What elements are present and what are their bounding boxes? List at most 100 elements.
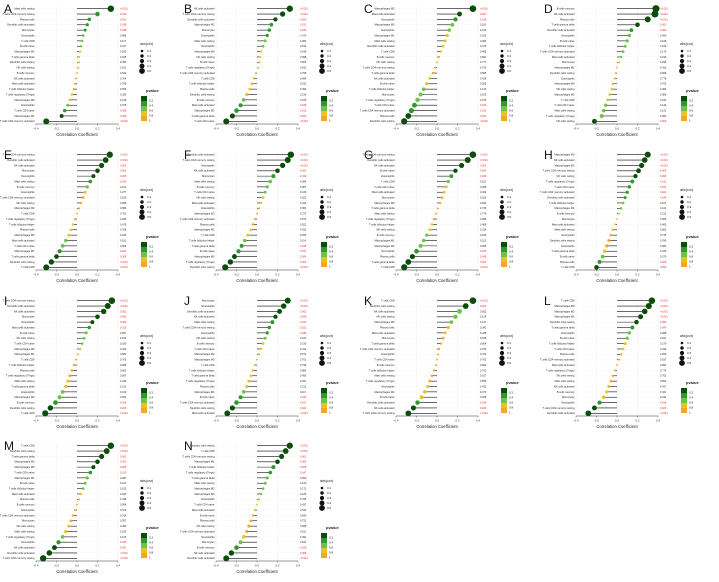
lollipop-dot: [627, 331, 632, 335]
size-legend-label: 0.3: [147, 496, 152, 500]
lollipop-dot: [279, 11, 286, 17]
pvalue-label: 0.762: [480, 369, 487, 372]
pvalue-label: 0.544: [300, 509, 307, 512]
pvalue-label: 0.052: [480, 310, 487, 313]
pvalue-legend-swatch: [321, 111, 327, 116]
cell-type-label: T cells follicular helper: [189, 82, 215, 86]
lollipop-dot: [71, 514, 75, 517]
lollipop-dot: [457, 308, 462, 314]
size-legend-label: 0.3: [327, 59, 332, 63]
pvalue-legend-tick: 0.8: [329, 114, 334, 118]
pvalue-label: 0.012: [300, 109, 307, 112]
x-tick-label: 0.2: [95, 127, 100, 131]
pvalue-legend-tick: 1: [329, 119, 331, 123]
size-legend-label: 0.2: [327, 491, 332, 495]
cell-type-label: T cells gamma delta: [11, 384, 35, 388]
pvalue-label: 0.117: [120, 40, 127, 43]
lollipop-dot: [440, 196, 444, 199]
lollipop-dot: [245, 92, 249, 97]
pvalue-legend-tick: 0.4: [689, 104, 694, 108]
pvalue-label: 0.679: [480, 348, 487, 351]
size-legend-dot: [319, 63, 325, 69]
lollipop-dot: [408, 107, 415, 114]
pvalue-legend-swatch: [321, 96, 327, 101]
cell-type-label: T cells gamma delta: [191, 374, 215, 378]
pvalue-legend-tick: 0.8: [149, 551, 154, 555]
pvalue-legend: pvalue 0.20.40.60.81: [681, 234, 699, 269]
panel-letter: N: [184, 439, 193, 453]
pvalue-legend-swatch: [141, 398, 147, 403]
lollipop-dot: [100, 308, 107, 315]
size-legend-title: abs(cor): [500, 188, 513, 192]
size-legend-dot: [499, 360, 505, 366]
cell-type-label: T cells CD8: [381, 49, 395, 53]
pvalue-legend-swatch: [141, 553, 147, 558]
pvalue-legend-swatch: [321, 101, 327, 106]
lollipop-dot: [609, 233, 613, 237]
pvalue-label: 0.001: [300, 115, 307, 118]
pvalue-legend-swatch: [321, 548, 327, 553]
lollipop-dot: [611, 374, 615, 377]
pvalue-legend-swatch: [321, 538, 327, 543]
pvalue-label: 0.674: [300, 218, 307, 221]
lollipop-dot: [286, 5, 293, 12]
lollipop-dot: [263, 39, 267, 43]
lollipop-dot: [432, 217, 436, 221]
size-legend-title: abs(cor): [140, 334, 153, 338]
pvalue-label: 0.259: [120, 50, 127, 53]
pvalue-label: 0.004: [480, 115, 487, 118]
lollipop-dot: [605, 244, 609, 248]
x-tick-label: 0.0: [255, 419, 260, 423]
pvalue-legend-tick: 0.8: [329, 260, 334, 264]
pvalue-label: 0.101: [660, 202, 667, 205]
cell-type-label: T cells follicular helper: [189, 238, 215, 242]
cell-type-label: NK cells resting: [376, 60, 395, 64]
pvalue-label: 0.103: [480, 93, 487, 96]
pvalue-label: 0.005: [300, 461, 307, 464]
lollipop-dot: [66, 103, 70, 107]
lollipop-dot: [438, 201, 442, 205]
cell-type-label: Plasma cells: [20, 368, 35, 372]
cell-type-label: T cells CD8: [201, 363, 215, 367]
pvalue-legend-swatch: [321, 247, 327, 252]
lollipop-dot: [453, 168, 458, 173]
x-tick-label: 0.4: [116, 127, 121, 131]
lollipop-dot: [634, 319, 639, 325]
pvalue-legend-tick: 0.2: [689, 391, 694, 395]
pvalue-label: 0.147: [480, 321, 487, 324]
size-legend-label: 0.3: [507, 59, 512, 63]
chart-panel-k: K T cells CD8 <0.001 Dendritic cells restin…: [360, 294, 519, 429]
lollipop-dot: [70, 369, 74, 372]
x-tick-label: 0.2: [635, 273, 640, 277]
pvalue-label: 0.021: [300, 326, 307, 329]
cell-type-label: T cells CD4 naive: [194, 503, 215, 507]
lollipop-dot: [611, 228, 615, 231]
lollipop-dot: [438, 347, 441, 350]
size-legend-label: 0.1: [327, 49, 332, 53]
lollipop-dot: [57, 249, 62, 254]
lollipop-dot: [242, 238, 247, 243]
cell-type-label: Dendritic cells resting: [550, 238, 575, 242]
lollipop-dot: [630, 325, 635, 330]
lollipop-dot: [247, 379, 251, 383]
lollipop-dot: [265, 476, 269, 480]
chart-panel-g: GT cells CD4 memory resting <0.001 Dendrit…: [363, 148, 520, 283]
pvalue-label: 0.021: [660, 191, 667, 194]
pvalue-legend-swatch: [321, 106, 327, 111]
cell-type-label: T cells follicular helper: [549, 201, 575, 205]
pvalue-legend-tick: 0.2: [509, 245, 514, 249]
pvalue-legend-swatch: [501, 408, 507, 413]
panel-letter: B: [184, 2, 192, 16]
pvalue-label: 0.515: [120, 196, 127, 199]
size-legend: abs(cor) 0.10.20.30.40.5: [499, 42, 513, 74]
x-tick-label: 0.4: [656, 127, 661, 131]
pvalue-legend-tick: 0.2: [509, 99, 514, 103]
lollipop-dot: [443, 39, 447, 43]
x-axis-label: Correlation Coefficient: [236, 424, 278, 429]
x-tick-label: 0.4: [296, 419, 301, 423]
pvalue-legend: pvalue 0.20.40.60.81: [321, 380, 339, 415]
lollipop-dot: [641, 157, 648, 163]
size-legend-dot: [500, 195, 504, 199]
pvalue-legend-swatch: [501, 101, 507, 106]
cell-type-label: T cells CD8: [381, 265, 395, 269]
